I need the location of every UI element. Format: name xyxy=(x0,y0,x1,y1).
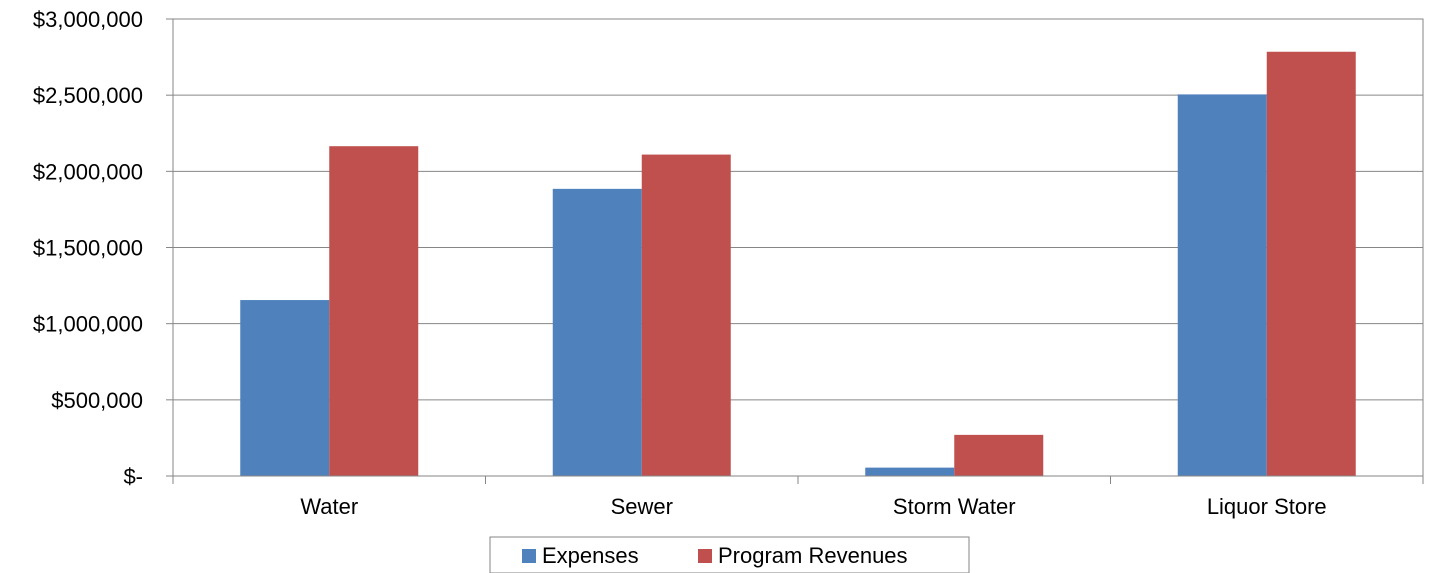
legend-label: Expenses xyxy=(542,543,639,568)
y-tick-label: $- xyxy=(123,464,143,489)
y-tick-label: $2,500,000 xyxy=(33,83,143,108)
bar-expenses xyxy=(240,300,330,476)
y-tick-label: $3,000,000 xyxy=(33,7,143,32)
legend-box xyxy=(489,536,970,573)
x-tick-label: Storm Water xyxy=(893,494,1016,519)
bar-expenses xyxy=(865,467,955,476)
x-tick-label: Liquor Store xyxy=(1207,494,1327,519)
bar-program-revenues xyxy=(329,146,419,476)
y-tick-label: $1,500,000 xyxy=(33,236,143,261)
bar-program-revenues xyxy=(954,434,1044,476)
legend-label: Program Revenues xyxy=(718,543,908,568)
y-tick-label: $500,000 xyxy=(51,388,143,413)
y-axis: $- $500,000 $1,000,000 $1,500,000 $2,000,000… xyxy=(33,7,173,489)
x-tick-label: Water xyxy=(300,494,358,519)
legend-swatch xyxy=(522,549,536,563)
x-tick-label: Sewer xyxy=(611,494,673,519)
legend-swatch xyxy=(698,549,712,563)
bar-expenses xyxy=(1177,94,1267,476)
x-axis: Water Sewer Storm Water Liquor Store xyxy=(172,475,1424,519)
bar-program-revenues xyxy=(1266,51,1356,476)
bar-expenses xyxy=(552,188,642,476)
bars xyxy=(240,51,1356,476)
legend: Expenses Program Revenues xyxy=(489,536,970,573)
y-tick-label: $1,000,000 xyxy=(33,312,143,337)
bar-program-revenues xyxy=(641,154,731,476)
y-tick-label: $2,000,000 xyxy=(33,159,143,184)
